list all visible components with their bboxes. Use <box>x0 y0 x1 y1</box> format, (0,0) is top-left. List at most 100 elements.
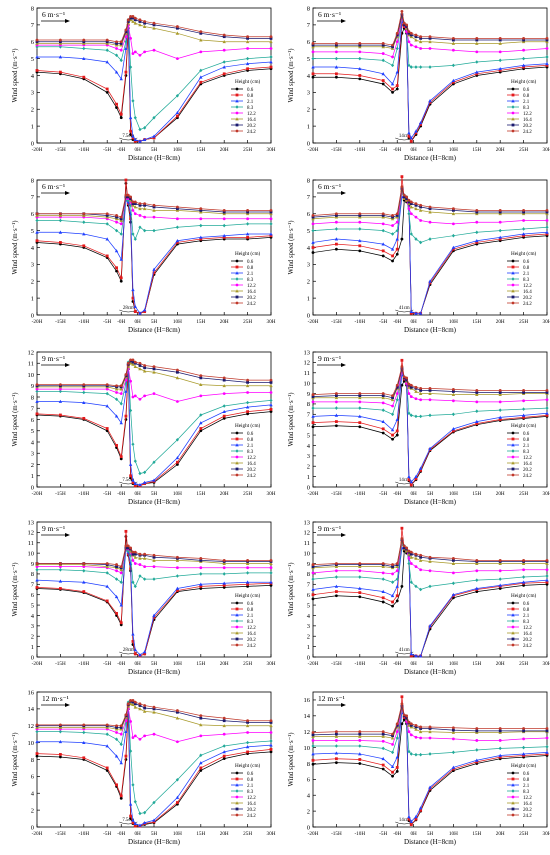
data-point <box>409 550 413 554</box>
data-point <box>143 126 147 130</box>
data-point <box>131 699 135 702</box>
legend-label: 0.6 <box>247 772 254 777</box>
data-point <box>409 136 413 140</box>
data-point <box>335 562 338 565</box>
spacing-label: 7.5cm <box>122 134 134 139</box>
data-point <box>124 529 128 533</box>
x-tick-label: 5H <box>151 491 158 497</box>
legend-label: 12.2 <box>523 796 532 801</box>
data-point <box>521 232 526 236</box>
data-point <box>405 25 408 28</box>
data-point <box>451 41 456 45</box>
data-point <box>133 550 137 554</box>
data-point <box>129 720 133 723</box>
data-point <box>400 358 404 362</box>
data-point <box>358 50 362 54</box>
data-point <box>58 725 63 729</box>
data-point <box>419 203 423 207</box>
legend-marker <box>235 777 239 781</box>
data-point <box>381 571 385 575</box>
data-point <box>335 424 338 428</box>
y-tick-label: 0 <box>31 654 34 661</box>
series-5 <box>311 188 549 221</box>
data-point <box>381 45 385 49</box>
data-point <box>119 232 123 236</box>
data-point <box>114 737 119 742</box>
series-0 <box>35 181 273 315</box>
data-point <box>358 586 362 590</box>
data-point <box>311 228 315 233</box>
data-point <box>390 217 395 221</box>
data-point <box>222 48 226 52</box>
data-point <box>498 208 502 212</box>
x-tick-label: 5H <box>151 319 158 325</box>
spacing-label: 7.5cm <box>122 818 134 823</box>
legend-marker <box>511 473 515 477</box>
data-point <box>142 206 147 211</box>
data-point <box>409 383 413 387</box>
data-point <box>358 212 362 216</box>
data-point <box>115 40 118 44</box>
data-point <box>498 577 502 581</box>
data-point <box>105 41 109 45</box>
data-point <box>335 212 338 216</box>
spacing-label: 14cm <box>399 134 410 139</box>
x-tick-label: 30H <box>267 831 276 837</box>
data-point <box>142 24 147 28</box>
data-point <box>311 393 315 396</box>
data-point <box>35 752 39 755</box>
y-tick-label: 0 <box>307 654 310 661</box>
series-5 <box>35 195 273 222</box>
data-point <box>119 761 123 765</box>
legend-label: 12.2 <box>523 112 532 117</box>
legend-marker <box>511 283 515 287</box>
data-point <box>129 699 133 702</box>
data-point <box>498 739 502 742</box>
legend-label: 0.8 <box>523 266 530 271</box>
legend-label: 20.2 <box>523 808 532 813</box>
legend-marker <box>511 93 515 97</box>
data-point <box>475 409 479 413</box>
y-tick-label: 6 <box>31 417 35 424</box>
data-point <box>119 218 123 222</box>
data-point <box>418 208 423 212</box>
y-tick-label: 9 <box>307 391 310 398</box>
data-point <box>142 650 147 654</box>
data-point <box>119 222 123 226</box>
data-point <box>475 400 479 404</box>
data-point <box>407 382 411 386</box>
legend-label: 16.4 <box>523 290 532 295</box>
data-point <box>381 732 385 736</box>
data-point <box>381 228 385 233</box>
data-point <box>311 563 315 566</box>
data-point <box>381 427 385 431</box>
y-tick-label: 7 <box>307 194 311 201</box>
legend-label: 16.4 <box>247 802 256 807</box>
data-point <box>311 421 315 425</box>
data-point <box>269 60 273 64</box>
data-point <box>395 252 399 256</box>
x-tick-label: -10H <box>78 491 89 497</box>
data-point <box>381 214 385 217</box>
data-point <box>222 223 226 228</box>
data-point <box>129 65 133 69</box>
data-point <box>452 247 455 251</box>
data-point <box>451 392 456 396</box>
data-point <box>335 739 338 742</box>
data-point <box>119 421 123 425</box>
data-point <box>545 752 549 756</box>
data-point <box>409 31 413 35</box>
legend-label: 2.1 <box>523 100 530 105</box>
data-point <box>131 287 135 292</box>
data-point <box>152 370 156 374</box>
legend-label: 0.6 <box>247 88 254 93</box>
x-tick-label: 20H <box>220 319 229 325</box>
legend-label: 0.8 <box>523 438 530 443</box>
data-point <box>59 70 62 74</box>
legend-label: 8.3 <box>247 620 254 625</box>
legend: Height (cm)0.60.82.18.312.216.420.224.2 <box>507 762 536 819</box>
data-point <box>545 38 549 42</box>
data-point <box>82 244 86 248</box>
data-point <box>199 556 203 560</box>
data-point <box>246 400 250 405</box>
